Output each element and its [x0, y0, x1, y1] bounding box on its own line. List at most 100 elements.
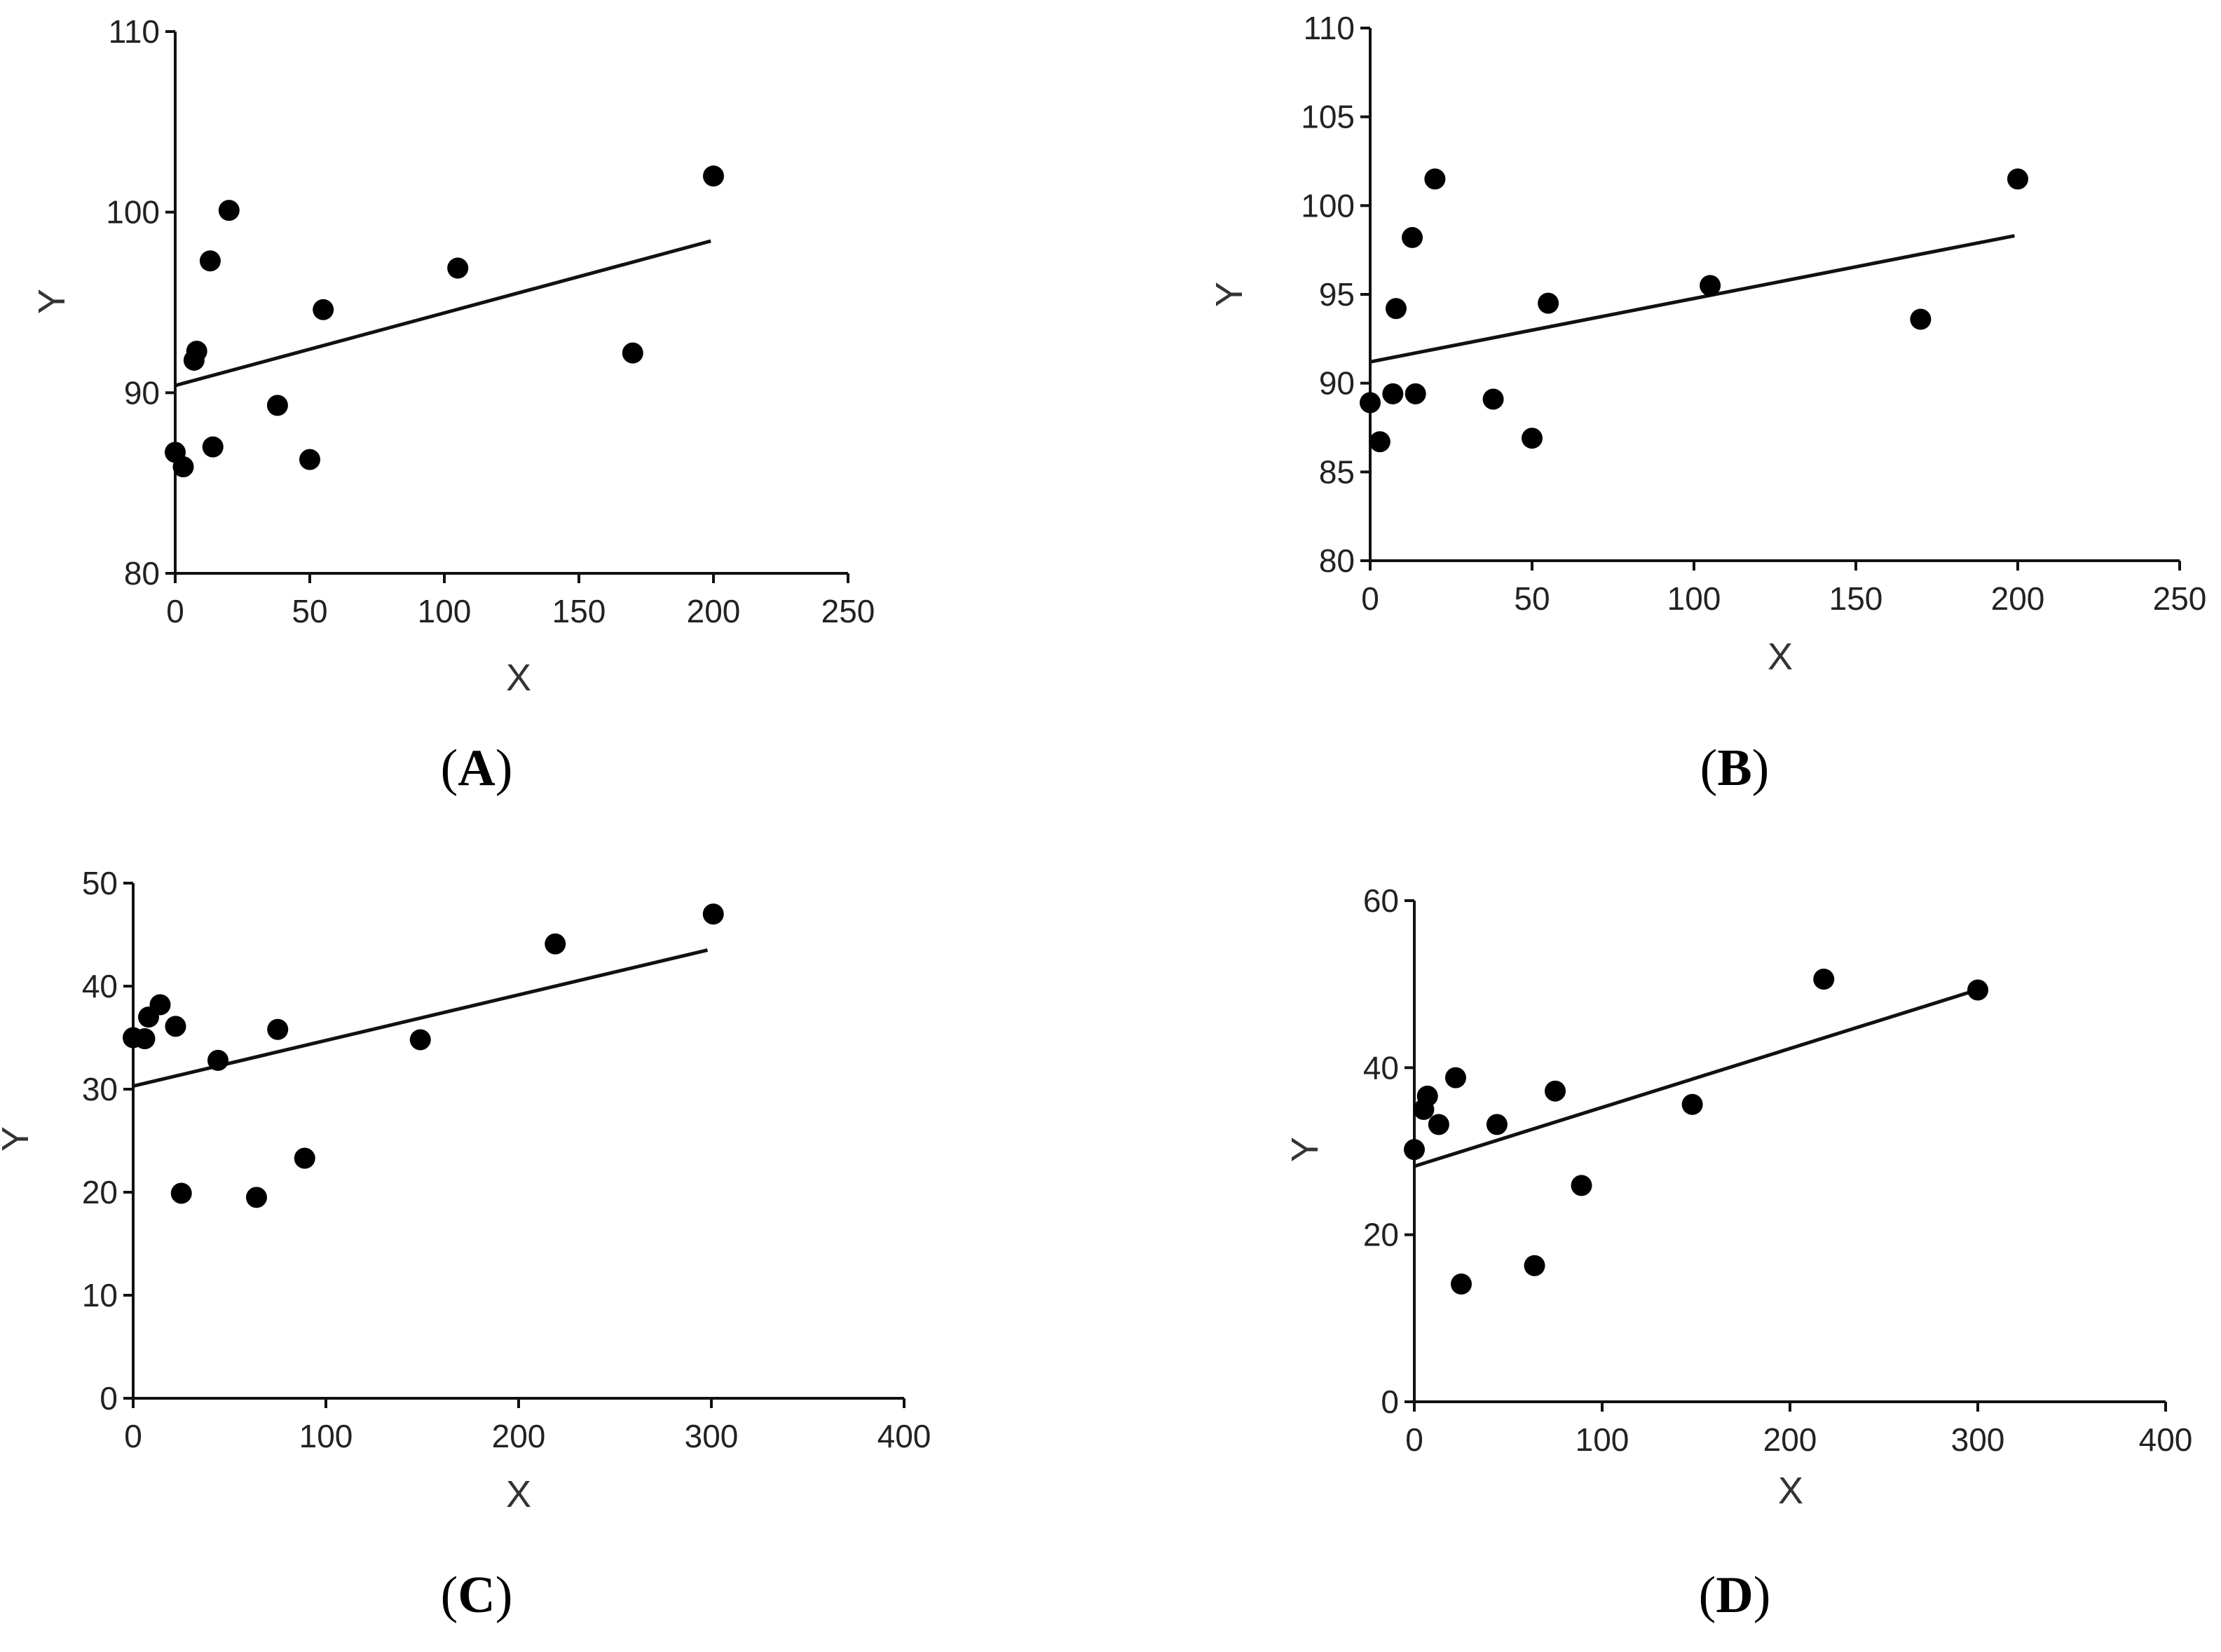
panel-label-close-paren: ) — [1754, 1566, 1771, 1624]
y-tick-label: 100 — [106, 194, 160, 231]
data-point — [1424, 168, 1446, 190]
data-point — [1813, 969, 1835, 990]
y-tick-label: 20 — [82, 1174, 118, 1210]
y-tick-label: 80 — [1319, 542, 1355, 579]
x-tick-label: 400 — [2139, 1421, 2193, 1458]
y-tick-label: 90 — [1319, 365, 1355, 402]
data-point — [202, 436, 224, 458]
data-point — [1404, 1139, 1425, 1161]
data-point — [134, 1028, 156, 1049]
data-point — [1428, 1114, 1449, 1135]
data-point — [172, 456, 194, 477]
data-point — [246, 1187, 267, 1208]
y-tick-label: 90 — [124, 374, 160, 411]
x-tick-label: 300 — [1951, 1421, 2005, 1458]
x-tick-label: 50 — [292, 593, 327, 629]
data-point — [1444, 1067, 1466, 1088]
panel-label-close-paren: ) — [496, 739, 513, 797]
panel-label-close-paren: ) — [496, 1566, 513, 1624]
regression-line — [175, 239, 711, 388]
data-point — [702, 903, 724, 925]
data-point — [1700, 275, 1721, 296]
y-tick-label: 0 — [1381, 1384, 1399, 1420]
x-tick-label: 250 — [821, 593, 875, 629]
data-point — [313, 299, 334, 320]
x-tick-label: 0 — [1405, 1421, 1423, 1458]
data-point — [1910, 308, 1932, 330]
data-point — [1385, 298, 1407, 320]
data-point — [409, 1029, 431, 1051]
x-tick-label: 100 — [418, 593, 472, 629]
panel-label-letter: A — [458, 739, 495, 797]
y-tick-label: 20 — [1363, 1217, 1399, 1253]
y-axis-title: Y — [1208, 282, 1250, 307]
data-point — [149, 994, 171, 1016]
x-tick-label: 0 — [166, 593, 184, 629]
y-tick-label: 100 — [1301, 187, 1355, 224]
data-point — [1369, 431, 1390, 453]
panel-label: (C) — [441, 1566, 513, 1624]
y-tick-label: 40 — [1363, 1049, 1399, 1086]
y-tick-label: 85 — [1319, 453, 1355, 490]
data-point — [622, 342, 643, 364]
panel-d: 0 100 200 300 400 0 20 40 60 X Y (D) — [1284, 882, 2192, 1624]
data-point — [1402, 226, 1423, 248]
data-point — [218, 200, 240, 221]
data-point — [1681, 1093, 1703, 1115]
data-point — [267, 1018, 289, 1040]
data-point — [1486, 1114, 1508, 1135]
data-point — [1382, 383, 1404, 404]
y-tick-label: 0 — [100, 1380, 118, 1417]
x-axis-title: X — [506, 1473, 531, 1515]
data-point — [165, 1016, 186, 1037]
data-point — [1360, 392, 1381, 414]
x-tick-label: 200 — [492, 1418, 546, 1454]
x-tick-label: 50 — [1514, 580, 1550, 617]
x-tick-label: 250 — [2153, 580, 2207, 617]
x-tick-label: 100 — [299, 1418, 353, 1454]
y-tick-label: 30 — [82, 1071, 118, 1107]
panel-label-open-paren: ( — [441, 1566, 458, 1624]
x-tick-label: 300 — [685, 1418, 739, 1454]
data-point — [266, 395, 288, 416]
data-point — [703, 165, 724, 187]
data-point — [294, 1147, 315, 1169]
x-tick-label: 100 — [1576, 1421, 1629, 1458]
y-tick-label: 40 — [82, 968, 118, 1004]
x-axis-title: X — [1768, 636, 1793, 678]
data-point — [1405, 383, 1426, 404]
y-tick-label: 60 — [1363, 882, 1399, 919]
panel-label-open-paren: ( — [1700, 739, 1718, 797]
x-tick-label: 200 — [1763, 1421, 1817, 1458]
panel-label: (D) — [1699, 1566, 1771, 1624]
x-tick-label: 200 — [1991, 580, 2045, 617]
data-point — [170, 1182, 192, 1204]
y-tick-label: 95 — [1319, 276, 1355, 313]
panel-c: 0 100 200 300 400 0 10 20 30 40 50 X Y (C) — [0, 865, 931, 1624]
x-axis-title: X — [1778, 1470, 1803, 1512]
data-point — [1451, 1273, 1472, 1295]
panel-label-open-paren: ( — [441, 739, 458, 797]
panel-label-letter: D — [1716, 1566, 1753, 1624]
regression-line — [132, 948, 709, 1088]
y-axis-title: Y — [31, 289, 73, 314]
data-point — [1524, 1255, 1545, 1276]
data-point — [1571, 1175, 1592, 1196]
x-tick-label: 400 — [877, 1418, 931, 1454]
panel-label-close-paren: ) — [1752, 739, 1770, 797]
x-tick-label: 150 — [1829, 580, 1883, 617]
data-point — [199, 250, 221, 272]
panel-label-letter: B — [1717, 739, 1751, 797]
x-tick-label: 0 — [124, 1418, 142, 1454]
y-tick-label: 110 — [109, 13, 160, 50]
data-point — [1482, 388, 1504, 410]
x-tick-label: 150 — [552, 593, 606, 629]
data-point — [207, 1049, 228, 1071]
data-point — [447, 257, 469, 279]
data-point — [1545, 1080, 1566, 1102]
y-tick-label: 105 — [1301, 99, 1355, 135]
panel-label: (B) — [1700, 739, 1770, 797]
panel-label-open-paren: ( — [1699, 1566, 1716, 1624]
y-axis-title: Y — [0, 1126, 36, 1152]
